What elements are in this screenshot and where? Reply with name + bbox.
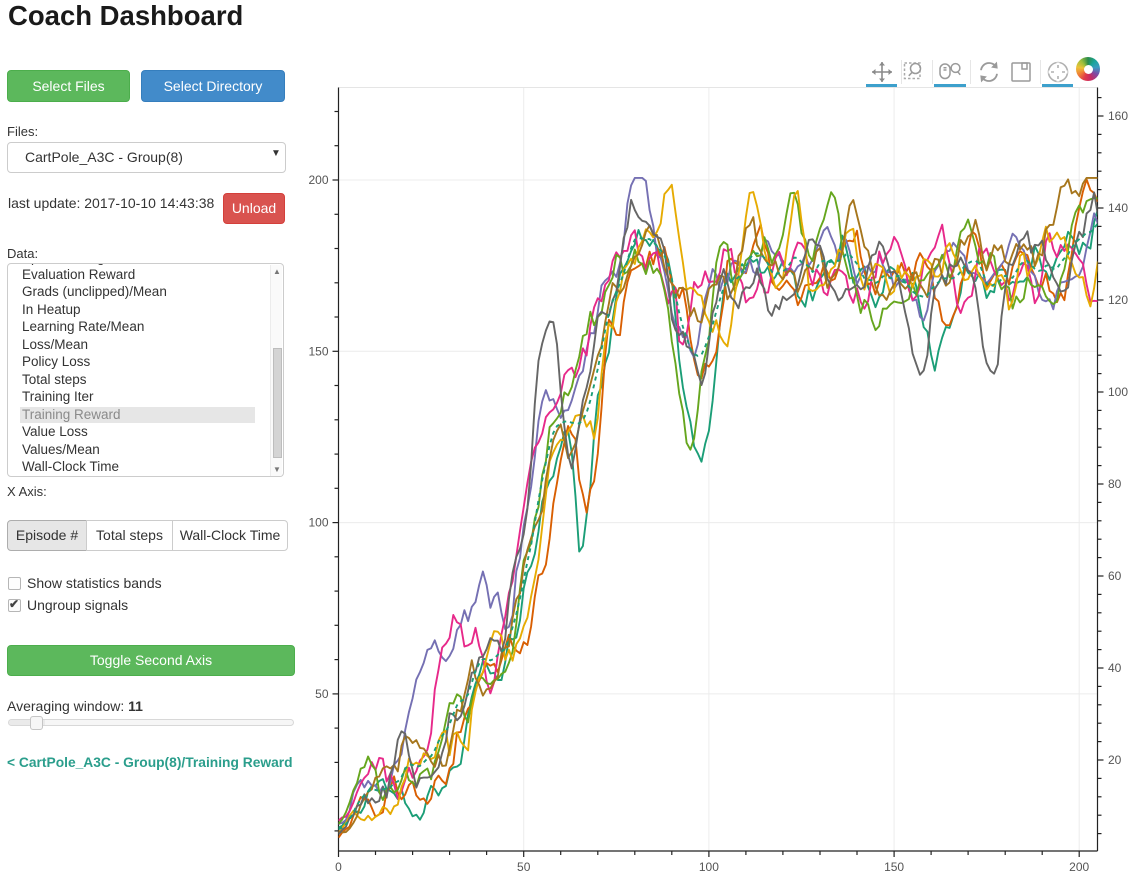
svg-text:60: 60 xyxy=(1108,569,1122,583)
svg-text:140: 140 xyxy=(1108,201,1128,215)
svg-text:200: 200 xyxy=(1069,860,1089,874)
svg-text:40: 40 xyxy=(1108,661,1122,675)
svg-text:150: 150 xyxy=(884,860,904,874)
svg-text:100: 100 xyxy=(308,516,328,530)
svg-text:100: 100 xyxy=(1108,385,1128,399)
svg-text:20: 20 xyxy=(1108,753,1122,767)
svg-text:50: 50 xyxy=(517,860,531,874)
svg-text:200: 200 xyxy=(308,173,328,187)
svg-text:100: 100 xyxy=(699,860,719,874)
svg-text:120: 120 xyxy=(1108,293,1128,307)
svg-text:0: 0 xyxy=(335,860,342,874)
svg-text:80: 80 xyxy=(1108,477,1122,491)
svg-text:160: 160 xyxy=(1108,109,1128,123)
svg-text:50: 50 xyxy=(315,687,329,701)
svg-text:150: 150 xyxy=(308,344,328,358)
